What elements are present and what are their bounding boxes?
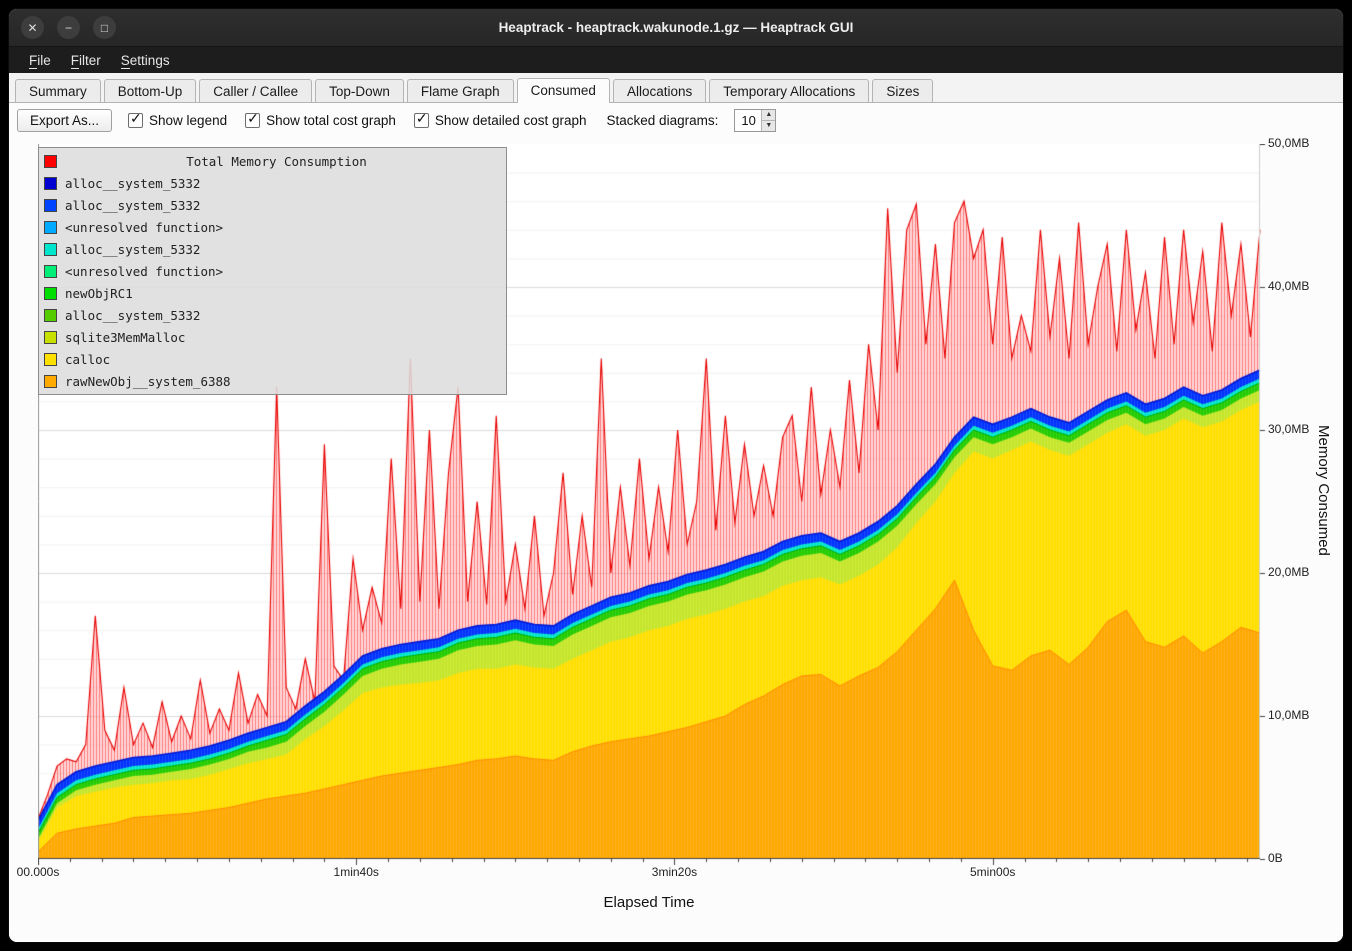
export-as-button[interactable]: Export As...: [17, 109, 112, 132]
spinbox-value: 10: [735, 110, 761, 131]
legend-swatch: [44, 265, 57, 278]
x-axis-tick-label: 1min40s: [334, 865, 379, 879]
legend-entry: alloc__system_5332: [39, 238, 506, 260]
checkbox-show-detailed-cost-graph[interactable]: ✓ Show detailed cost graph: [414, 113, 587, 128]
menu-filter[interactable]: Filter: [61, 50, 111, 71]
legend-title: Total Memory Consumption: [47, 154, 506, 169]
tab-bottom-up[interactable]: Bottom-Up: [104, 79, 197, 102]
legend-entry: calloc: [39, 348, 506, 370]
heaptrack-window: ✕−□ Heaptrack - heaptrack.wakunode.1.gz …: [8, 8, 1344, 943]
desktop-background: ✕−□ Heaptrack - heaptrack.wakunode.1.gz …: [0, 0, 1352, 951]
legend-entry-label: alloc__system_5332: [65, 198, 200, 213]
legend-swatch: [44, 243, 57, 256]
x-axis-tick-label: 5min00s: [970, 865, 1015, 879]
legend-entry: <unresolved function>: [39, 216, 506, 238]
y-axis-title: Memory Consumed: [1315, 425, 1332, 556]
menu-file[interactable]: File: [19, 50, 61, 71]
x-axis-title: Elapsed Time: [38, 894, 1260, 911]
chart-area: Total Memory Consumption alloc__system_53…: [9, 137, 1343, 943]
menubar: FileFilterSettings: [9, 47, 1343, 73]
maximize-icon[interactable]: □: [93, 16, 116, 39]
legend-entry: <unresolved function>: [39, 260, 506, 282]
checkbox-box[interactable]: ✓: [414, 113, 429, 128]
spin-up-icon[interactable]: ▲: [762, 110, 775, 121]
y-axis-tick-label: 40,0MB: [1268, 279, 1309, 293]
legend-entry: alloc__system_5332: [39, 172, 506, 194]
legend-entry-label: calloc: [65, 352, 110, 367]
checkbox-label: Show detailed cost graph: [435, 113, 587, 128]
legend-entry-label: alloc__system_5332: [65, 308, 200, 323]
legend-swatch: [44, 309, 57, 322]
legend-entry-label: sqlite3MemMalloc: [65, 330, 185, 345]
legend-entry-label: rawNewObj__system_6388: [65, 374, 231, 389]
legend-entry: alloc__system_5332: [39, 194, 506, 216]
tab-flame-graph[interactable]: Flame Graph: [407, 79, 514, 102]
legend-swatch: [44, 287, 57, 300]
legend-entry: alloc__system_5332: [39, 304, 506, 326]
window-controls: ✕−□: [21, 9, 116, 46]
stacked-diagrams-spinbox[interactable]: 10 ▲ ▼: [734, 109, 776, 132]
legend-swatch: [44, 331, 57, 344]
legend-entry-label: alloc__system_5332: [65, 176, 200, 191]
chart-legend: Total Memory Consumption alloc__system_53…: [38, 147, 507, 395]
checkbox-label: Show legend: [149, 113, 227, 128]
tab-summary[interactable]: Summary: [15, 79, 101, 102]
tab-caller-callee[interactable]: Caller / Callee: [199, 79, 312, 102]
y-axis-tick-label: 10,0MB: [1268, 708, 1309, 722]
tab-consumed[interactable]: Consumed: [517, 78, 610, 103]
legend-entry-label: <unresolved function>: [65, 264, 223, 279]
minimize-icon[interactable]: −: [57, 16, 80, 39]
legend-swatch: [44, 199, 57, 212]
x-axis-tick-label: 00.000s: [17, 865, 60, 879]
y-axis-tick-label: 30,0MB: [1268, 422, 1309, 436]
spinbox-arrows: ▲ ▼: [761, 110, 775, 131]
tab-sizes[interactable]: Sizes: [872, 79, 933, 102]
checkmark-icon: ✓: [416, 110, 428, 127]
spin-down-icon[interactable]: ▼: [762, 121, 775, 131]
y-axis-tick-label: 0B: [1268, 851, 1283, 865]
legend-swatch: [44, 375, 57, 388]
tab-top-down[interactable]: Top-Down: [315, 79, 404, 102]
legend-entry: sqlite3MemMalloc: [39, 326, 506, 348]
toolbar-checkboxes: ✓ Show legend ✓ Show total cost graph ✓ Show …: [128, 113, 587, 128]
tab-allocations[interactable]: Allocations: [613, 79, 706, 102]
menu-settings[interactable]: Settings: [111, 50, 180, 71]
titlebar[interactable]: ✕−□ Heaptrack - heaptrack.wakunode.1.gz …: [9, 9, 1343, 47]
legend-entry-label: alloc__system_5332: [65, 242, 200, 257]
checkbox-show-total-cost-graph[interactable]: ✓ Show total cost graph: [245, 113, 396, 128]
checkbox-box[interactable]: ✓: [128, 113, 143, 128]
window-title: Heaptrack - heaptrack.wakunode.1.gz — He…: [9, 9, 1343, 46]
legend-entry: newObjRC1: [39, 282, 506, 304]
legend-entry: rawNewObj__system_6388: [39, 370, 506, 392]
checkmark-icon: ✓: [247, 110, 259, 127]
x-axis-tick-label: 3min20s: [652, 865, 697, 879]
legend-swatch: [44, 353, 57, 366]
legend-entry-label: <unresolved function>: [65, 220, 223, 235]
stacked-diagrams-label: Stacked diagrams:: [607, 113, 719, 128]
checkbox-show-legend[interactable]: ✓ Show legend: [128, 113, 227, 128]
legend-swatch: [44, 221, 57, 234]
toolbar: Export As... ✓ Show legend ✓ Show total cos…: [9, 103, 1343, 137]
checkbox-box[interactable]: ✓: [245, 113, 260, 128]
checkbox-label: Show total cost graph: [266, 113, 396, 128]
tab-temporary-allocations[interactable]: Temporary Allocations: [709, 79, 869, 102]
legend-entry-label: newObjRC1: [65, 286, 133, 301]
y-axis-tick-label: 20,0MB: [1268, 565, 1309, 579]
close-icon[interactable]: ✕: [21, 16, 44, 39]
y-axis-tick-label: 50,0MB: [1268, 136, 1309, 150]
checkmark-icon: ✓: [130, 110, 142, 127]
tab-bar: SummaryBottom-UpCaller / CalleeTop-DownF…: [9, 73, 1343, 103]
legend-swatch: [44, 177, 57, 190]
legend-title-row: Total Memory Consumption: [39, 150, 506, 172]
